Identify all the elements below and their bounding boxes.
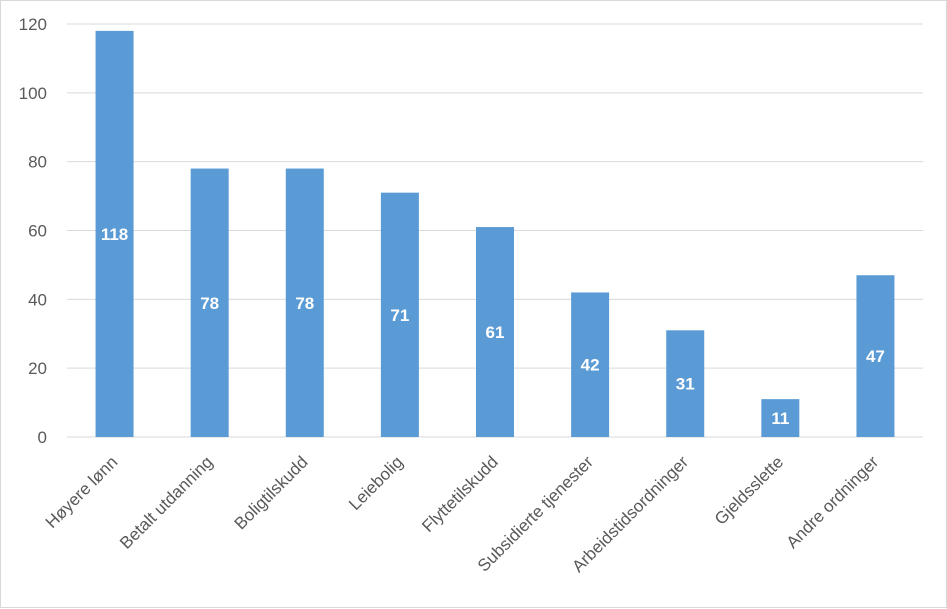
bar bbox=[476, 227, 514, 437]
y-tick-label: 40 bbox=[28, 290, 47, 309]
category-label: Leiebolig bbox=[345, 452, 407, 514]
category-label: Høyere lønn bbox=[42, 452, 122, 532]
bar bbox=[761, 399, 800, 437]
y-tick-label: 0 bbox=[38, 428, 47, 447]
bar bbox=[190, 168, 229, 438]
bar bbox=[856, 275, 895, 437]
y-axis-tick-labels: 0 20 40 60 80 100 120 bbox=[19, 15, 47, 447]
data-labels: 118 78 78 71 61 42 31 11 47 bbox=[101, 225, 885, 428]
category-label: Andre ordninger bbox=[783, 452, 883, 552]
bar bbox=[380, 192, 419, 437]
data-label: 47 bbox=[866, 347, 885, 366]
data-label: 78 bbox=[200, 294, 219, 313]
data-label: 42 bbox=[581, 356, 600, 375]
y-tick-label: 120 bbox=[19, 15, 47, 34]
y-tick-label: 60 bbox=[28, 222, 47, 241]
category-label: Boligtilskudd bbox=[231, 452, 312, 533]
category-label: Betalt utdanning bbox=[116, 452, 216, 552]
bar bbox=[285, 168, 324, 438]
category-label: Gjeldsslette bbox=[711, 452, 787, 528]
data-label: 78 bbox=[295, 294, 314, 313]
bar bbox=[666, 330, 705, 437]
data-label: 118 bbox=[101, 225, 128, 244]
category-label: Flyttetilskudd bbox=[418, 452, 502, 536]
y-tick-label: 80 bbox=[28, 153, 47, 172]
bar bbox=[95, 30, 134, 438]
y-tick-label: 20 bbox=[28, 359, 47, 378]
data-label: 31 bbox=[676, 375, 695, 394]
bar bbox=[571, 292, 610, 437]
data-label: 11 bbox=[771, 409, 789, 428]
data-label: 61 bbox=[486, 323, 505, 342]
y-tick-label: 100 bbox=[19, 84, 47, 103]
data-label: 71 bbox=[390, 306, 409, 325]
bars bbox=[95, 30, 895, 438]
